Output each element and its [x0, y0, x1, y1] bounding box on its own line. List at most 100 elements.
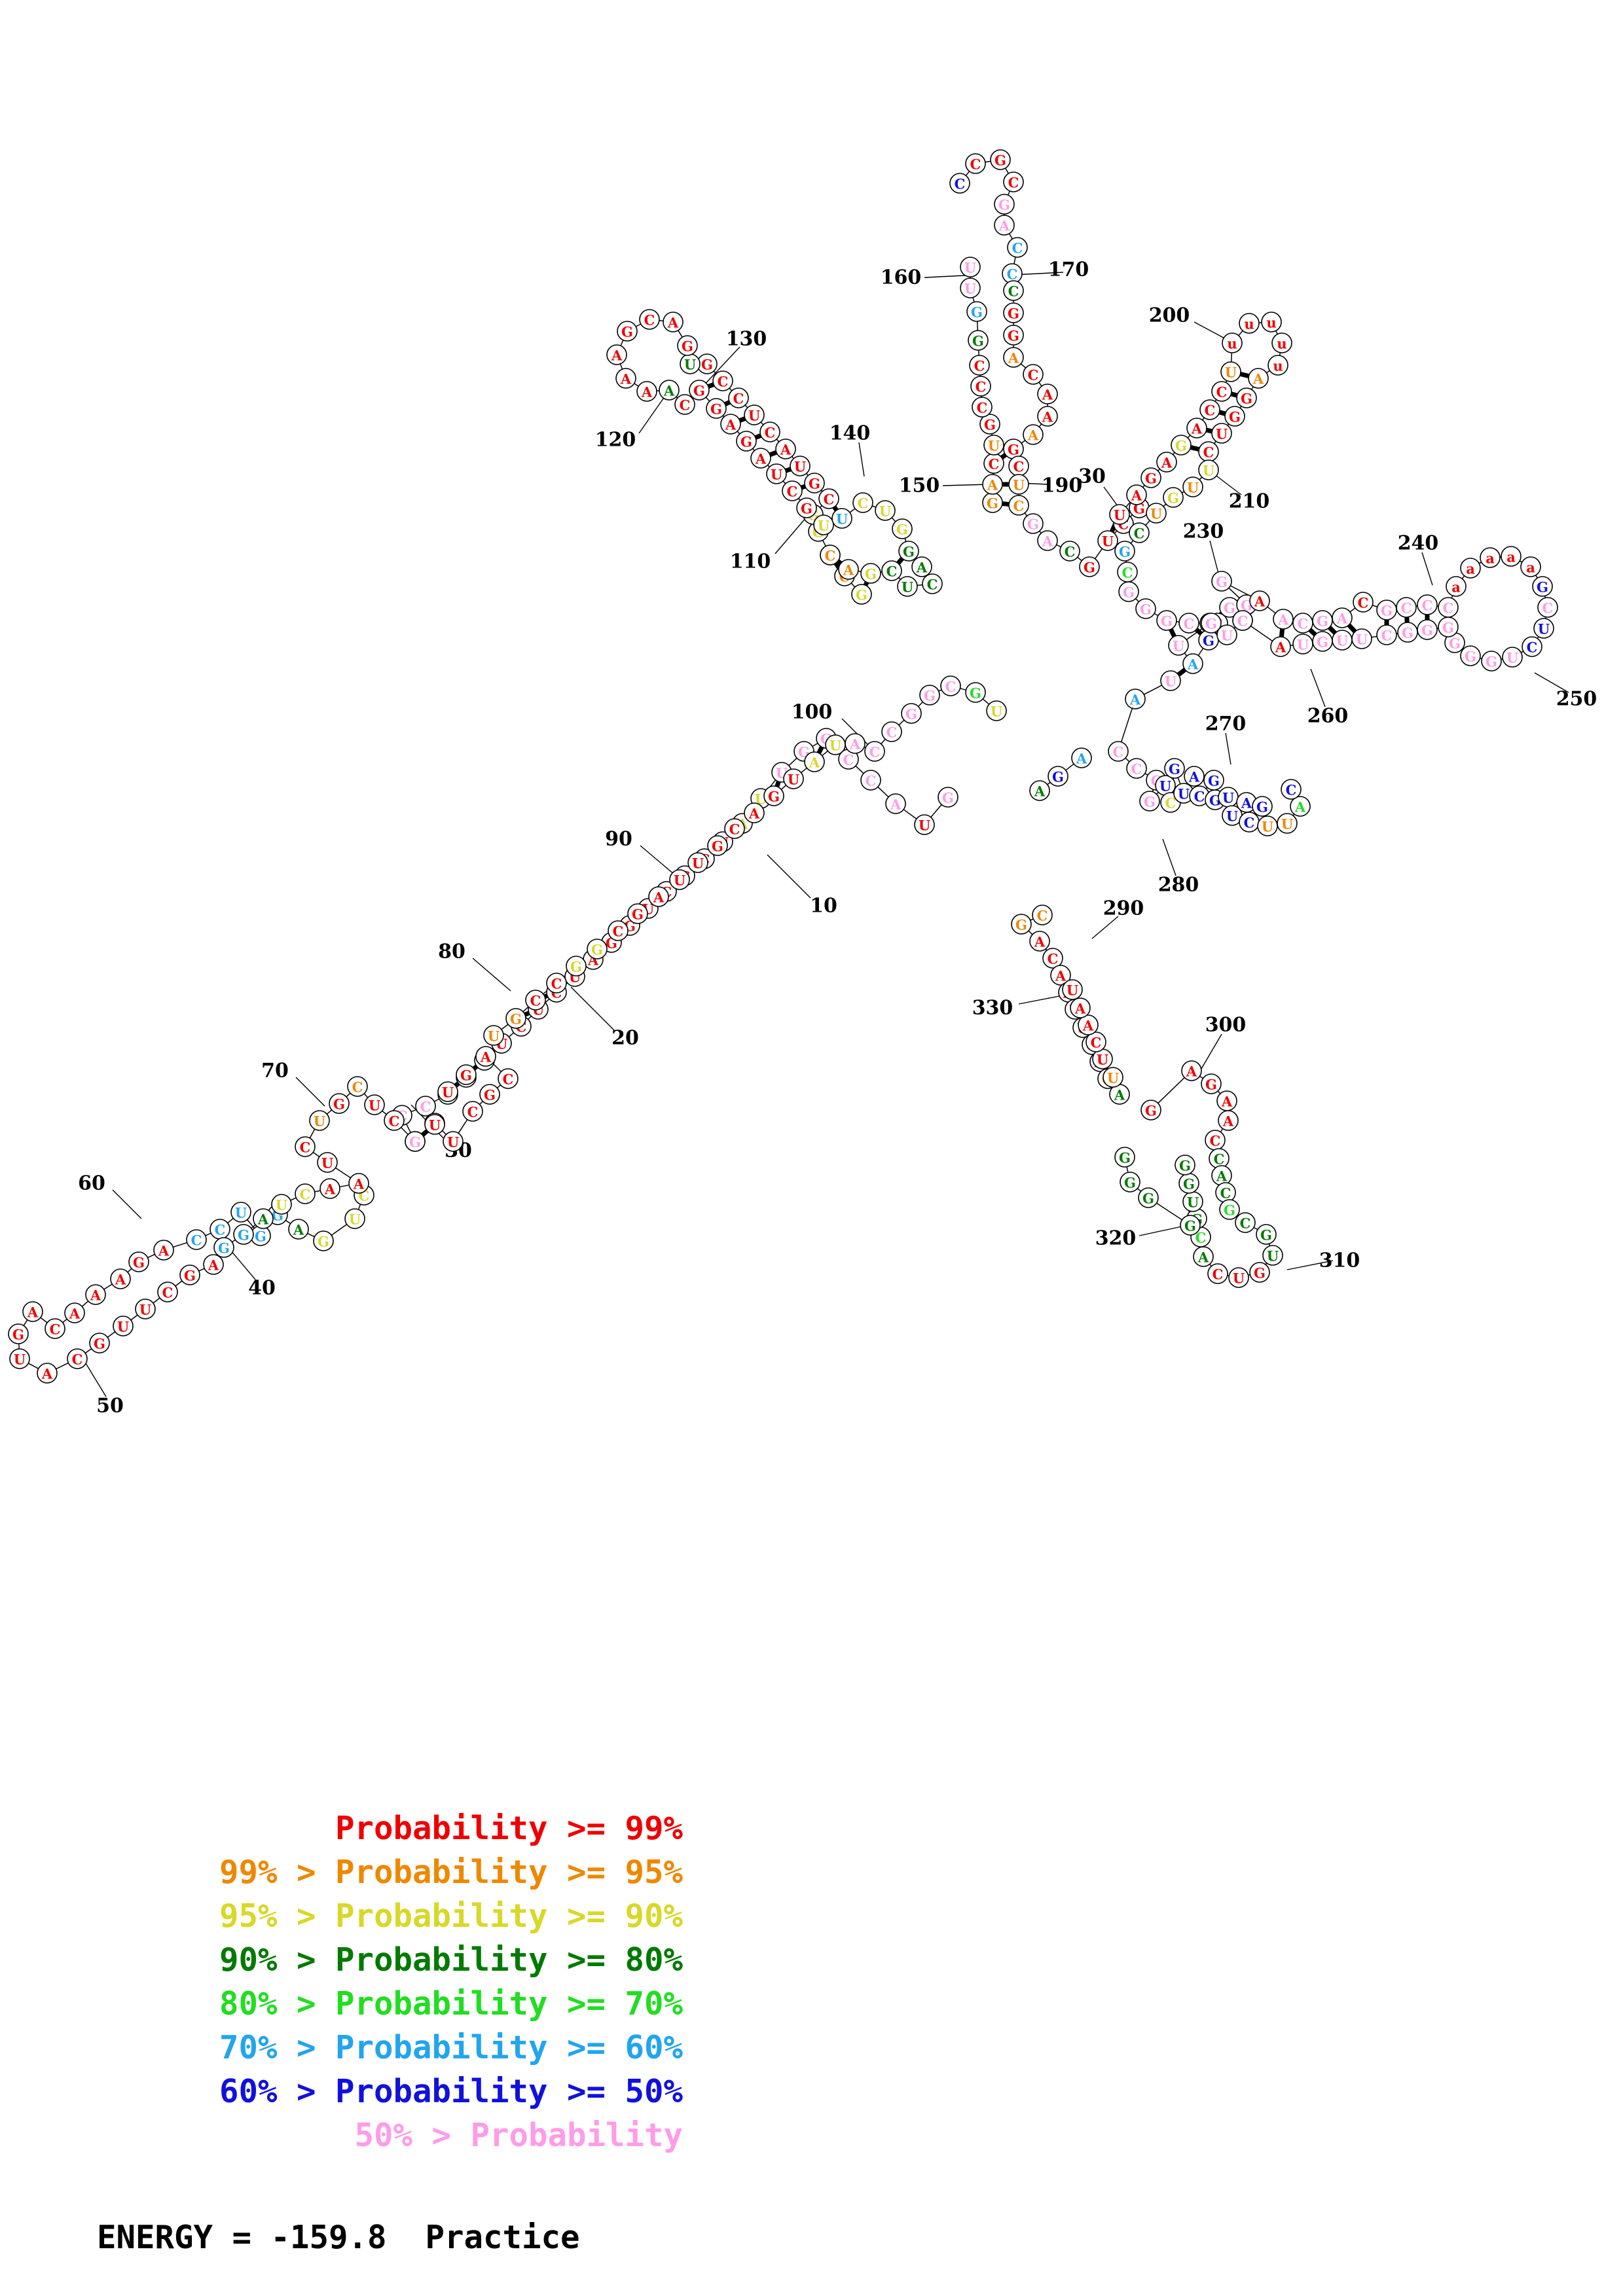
nucleotide-circle — [775, 439, 796, 459]
nucleotide-base-letter: C — [1131, 761, 1142, 778]
nucleotide-185: C — [1059, 541, 1080, 562]
nucleotide-216: G — [1118, 581, 1139, 602]
nucleotide-circle — [424, 1114, 445, 1135]
nucleotide-base-letter: U — [1267, 1248, 1279, 1265]
nucleotide-92: C — [724, 818, 745, 839]
nucleotide-37: U — [437, 1081, 458, 1102]
backbone-link — [81, 1300, 89, 1307]
nucleotide-circle — [892, 518, 913, 539]
legend-row-p70: 80% > Probability >= 70% — [219, 1985, 683, 2022]
legend-row-p50: 60% > Probability >= 50% — [219, 2073, 683, 2110]
position-tick-label-320: 320 — [1095, 1227, 1137, 1250]
nucleotide-base-letter: G — [570, 959, 582, 975]
nucleotide-145: C — [922, 573, 943, 594]
backbone-link — [744, 404, 748, 408]
nucleotide-base-letter: C — [1194, 789, 1205, 805]
backbone-link — [822, 540, 826, 547]
nucleotide-base-letter: A — [725, 417, 737, 433]
nucleotide-147: C — [881, 560, 902, 581]
backbone-link — [406, 1124, 411, 1133]
nucleotide-base-letter: A — [1131, 488, 1142, 504]
nucleotide-5: C — [838, 749, 859, 770]
backbone-link — [522, 1006, 529, 1013]
position-tick-label-120: 120 — [595, 429, 636, 452]
nucleotide-circle — [113, 1316, 134, 1336]
nucleotide-circle — [566, 956, 587, 977]
backbone-link — [1008, 190, 1010, 196]
backbone-link — [1163, 503, 1167, 507]
backbone-link — [1126, 1166, 1129, 1173]
nucleotide-circle — [85, 1284, 106, 1305]
nucleotide-circle — [437, 1081, 458, 1102]
nucleotide-base-letter: G — [896, 522, 908, 538]
nucleotide-circle — [940, 675, 961, 696]
nucleotide-base-letter: G — [1008, 328, 1019, 344]
nucleotide-207: U — [1211, 423, 1232, 444]
nucleotide-117: C — [728, 387, 749, 408]
backbone-link — [496, 1085, 501, 1088]
nucleotide-base-letter: C — [1216, 384, 1228, 401]
position-tick-layer: 10 20 30 40 50 60 70 80 90 100 110 120 130 140 150 160 1… — [78, 259, 1597, 1418]
nucleotide-circle — [796, 497, 817, 518]
nucleotide-base-letter: G — [740, 434, 752, 450]
nucleotide-base-letter: C — [787, 484, 798, 500]
nucleotide-base-letter: U — [1150, 506, 1162, 522]
nucleotide-88: A — [648, 886, 669, 907]
nucleotide-base-letter: A — [324, 1181, 336, 1198]
nucleotide-330: G — [1180, 1215, 1201, 1236]
nucleotide-base-letter: U — [117, 1319, 129, 1335]
nucleotide-212: U — [1146, 503, 1167, 524]
nucleotide-315: A — [1211, 1165, 1232, 1186]
nucleotide-base-letter: C — [1213, 1266, 1224, 1283]
nucleotide-99: C — [864, 741, 885, 762]
position-tick-label-290: 290 — [1103, 897, 1144, 920]
nucleotide-base-letter: A — [1055, 968, 1067, 984]
nucleotide-base-letter: G — [591, 942, 603, 958]
nucleotide-base-letter: C — [50, 1321, 61, 1338]
nucleotide-base-letter: U — [879, 503, 891, 520]
nucleotide-base-letter: A — [653, 889, 665, 906]
nucleotide-186: G — [1079, 556, 1100, 577]
nucleotide-circle — [1037, 530, 1058, 551]
nucleotide-154: U — [983, 435, 1004, 456]
nucleotide-125: A — [606, 344, 627, 365]
nucleotide-base-letter: A — [1008, 350, 1019, 367]
backbone-link — [1251, 386, 1254, 390]
nucleotide-circle — [67, 1348, 88, 1369]
nucleotide-base-letter: A — [843, 562, 854, 579]
backbone-link — [1266, 370, 1270, 374]
nucleotide-circle — [344, 1208, 365, 1229]
nucleotide-base-letter: C — [970, 156, 981, 173]
nucleotide-base-letter: G — [460, 1067, 472, 1084]
nucleotide-base-letter: U — [1187, 480, 1199, 496]
nucleotide-base-letter: G — [12, 1327, 24, 1343]
position-tick-label-140: 140 — [830, 422, 871, 445]
position-tick-label-300: 300 — [1205, 1014, 1247, 1037]
nucleotide-320: U — [1262, 1245, 1283, 1266]
nucleotide-263: C — [1232, 610, 1253, 631]
nucleotide-246: G — [1532, 576, 1553, 597]
nucleotide-base-letter: A — [1027, 427, 1039, 444]
nucleotide-167: G — [994, 194, 1015, 215]
nucleotide-333: G — [1114, 1147, 1135, 1168]
position-tick-label-150: 150 — [899, 475, 940, 497]
backbone-link — [1199, 1075, 1203, 1079]
backbone-link — [965, 171, 970, 176]
position-tick-label-210: 210 — [1229, 490, 1270, 513]
nucleotide-circle — [1273, 609, 1294, 630]
backbone-link — [1184, 653, 1188, 656]
backbone-link — [1372, 605, 1378, 607]
backbone-link — [198, 1268, 205, 1272]
nucleotide-121: G — [677, 335, 698, 356]
nucleotide-base-letter: U — [369, 1098, 380, 1114]
nucleotide-base-letter: C — [765, 425, 776, 441]
position-tick-label-270: 270 — [1205, 713, 1247, 736]
nucleotide-base-letter: G — [1175, 438, 1187, 454]
nucleotide-114: A — [775, 439, 796, 459]
nucleotide-198: U — [1220, 361, 1241, 382]
nucleotide-circle — [1537, 597, 1558, 618]
nucleotide-base-letter: A — [667, 315, 679, 331]
nucleotide-177: A — [1037, 406, 1058, 427]
nucleotide-331: G — [1138, 1187, 1159, 1208]
nucleotide-circle — [89, 1333, 110, 1354]
